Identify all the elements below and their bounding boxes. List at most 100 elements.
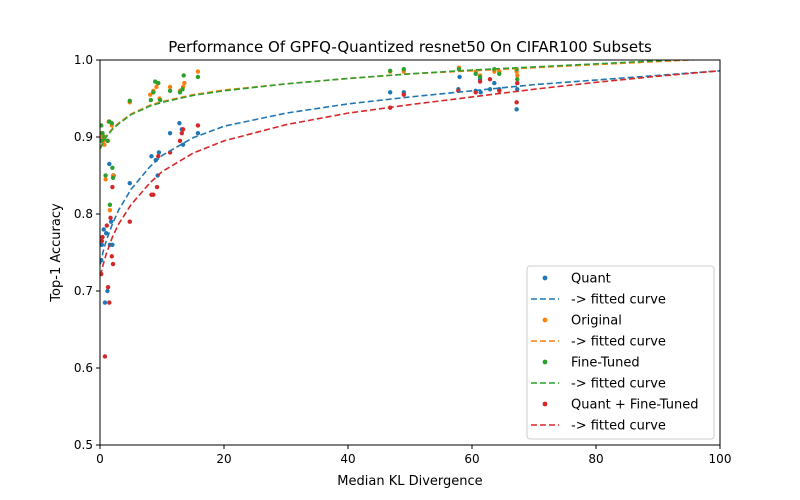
y-tick-label: 1.0	[74, 53, 93, 67]
data-point	[473, 71, 478, 77]
data-point	[477, 79, 483, 84]
data-point	[101, 227, 106, 232]
data-point	[167, 88, 173, 94]
data-point	[177, 90, 183, 95]
y-tick-label: 0.9	[74, 130, 93, 144]
data-point	[109, 120, 114, 126]
data-point	[100, 123, 104, 128]
data-point	[110, 184, 115, 190]
legend-marker	[542, 401, 548, 407]
data-point	[110, 175, 116, 181]
legend-marker	[542, 359, 548, 365]
data-point	[167, 130, 173, 136]
legend-label: -> fitted curve	[571, 293, 666, 308]
fitted-curve	[100, 60, 690, 149]
data-point	[181, 73, 186, 78]
chart-title: Performance Of GPFQ-Quantized resnet50 O…	[168, 38, 652, 56]
x-tick-label: 20	[216, 452, 231, 466]
data-point	[156, 154, 161, 159]
data-point	[154, 84, 159, 90]
legend-item: Quant	[542, 272, 611, 287]
legend-label: Original	[571, 314, 622, 329]
data-point	[515, 87, 520, 92]
legend-label: -> fitted curve	[571, 377, 666, 392]
data-point	[515, 73, 520, 78]
data-point	[100, 242, 105, 247]
data-point	[156, 150, 162, 155]
data-point	[514, 100, 519, 105]
data-point	[107, 202, 113, 207]
x-tick-label: 40	[340, 452, 355, 466]
data-point	[104, 231, 109, 236]
data-point	[514, 107, 519, 112]
plot-area	[100, 60, 720, 359]
legend-item: -> fitted curve	[531, 293, 666, 308]
y-tick-label: 0.8	[74, 207, 93, 221]
legend-item: Original	[542, 314, 622, 329]
data-point	[154, 184, 160, 190]
data-point	[107, 300, 112, 305]
data-point	[102, 300, 108, 305]
legend: Quant -> fitted curve Original -> fitted cu…	[526, 265, 715, 440]
x-axis: 0 20 40 60 80 100	[96, 445, 731, 466]
data-point	[497, 88, 502, 94]
legend-item: -> fitted curve	[531, 377, 666, 392]
data-point	[151, 90, 156, 95]
data-point	[100, 234, 105, 240]
fitted-curve	[100, 60, 706, 149]
data-point	[401, 92, 406, 97]
legend-box	[526, 265, 715, 440]
data-point	[473, 90, 478, 95]
data-point	[156, 80, 161, 86]
data-point	[104, 223, 110, 228]
data-point	[110, 261, 116, 267]
data-point	[180, 127, 186, 132]
data-point	[149, 154, 154, 159]
data-point	[107, 207, 113, 213]
data-point	[497, 71, 502, 77]
legend-item: Fine-Tuned	[542, 356, 640, 371]
data-point	[457, 74, 462, 80]
data-point	[487, 77, 493, 82]
data-point	[195, 130, 201, 136]
x-tick-label: 100	[709, 452, 732, 466]
fitted-curve	[100, 69, 720, 276]
data-point	[177, 138, 183, 144]
fitted-curve	[100, 69, 720, 265]
data-point	[180, 142, 186, 147]
series-points	[100, 67, 520, 207]
legend-marker	[542, 275, 548, 281]
y-tick-label: 0.6	[74, 361, 93, 375]
legend-label: Quant	[571, 272, 611, 287]
series-points	[100, 65, 520, 213]
y-tick-label: 0.5	[74, 438, 93, 452]
data-point	[195, 69, 201, 74]
data-point	[167, 84, 173, 90]
data-point	[177, 120, 182, 126]
series-points	[100, 77, 520, 359]
data-point	[102, 354, 108, 359]
data-point	[387, 90, 393, 95]
data-point	[515, 77, 520, 82]
data-point	[157, 97, 163, 103]
x-tick-label: 0	[96, 452, 104, 466]
data-point	[515, 80, 520, 86]
x-axis-label: Median KL Divergence	[337, 474, 482, 489]
data-point	[109, 254, 114, 259]
legend-item: Quant + Fine-Tuned	[542, 398, 699, 413]
data-point	[127, 181, 132, 186]
y-axis-label: Top-1 Accuracy	[49, 203, 64, 303]
x-tick-label: 80	[588, 452, 603, 466]
data-point	[195, 123, 201, 128]
data-point	[100, 238, 105, 244]
data-point	[105, 284, 111, 290]
legend-marker	[542, 317, 548, 323]
y-tick-label: 0.7	[74, 284, 93, 298]
data-point	[103, 173, 108, 178]
data-point	[103, 177, 108, 182]
data-point	[478, 90, 483, 95]
data-point	[105, 288, 110, 294]
data-point	[148, 92, 153, 97]
legend-label: -> fitted curve	[571, 419, 666, 434]
